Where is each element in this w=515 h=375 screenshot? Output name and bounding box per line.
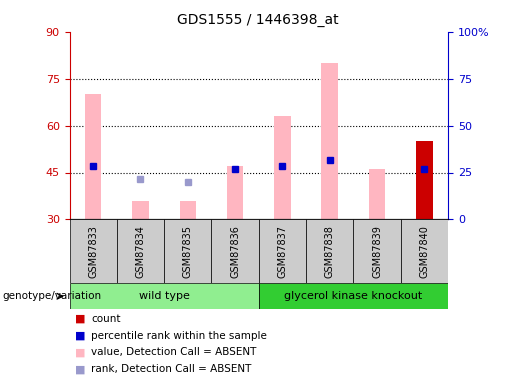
- Text: GSM87839: GSM87839: [372, 225, 382, 278]
- Bar: [353, 219, 401, 283]
- Text: glycerol kinase knockout: glycerol kinase knockout: [284, 291, 422, 301]
- Bar: [321, 63, 338, 219]
- Text: ■: ■: [75, 364, 85, 374]
- Text: GSM87833: GSM87833: [88, 225, 98, 278]
- Bar: [132, 201, 149, 219]
- Bar: [274, 116, 291, 219]
- Text: GSM87835: GSM87835: [183, 225, 193, 278]
- Text: ■: ■: [75, 314, 85, 324]
- Text: percentile rank within the sample: percentile rank within the sample: [91, 331, 267, 340]
- Text: ■: ■: [75, 348, 85, 357]
- Text: GSM87834: GSM87834: [135, 225, 146, 278]
- Text: GSM87836: GSM87836: [230, 225, 240, 278]
- Text: GSM87837: GSM87837: [278, 225, 287, 278]
- Bar: [180, 201, 196, 219]
- Bar: [401, 219, 448, 283]
- Bar: [259, 219, 306, 283]
- Bar: [212, 219, 259, 283]
- Bar: [85, 94, 101, 219]
- Text: GSM87838: GSM87838: [325, 225, 335, 278]
- Bar: [259, 283, 448, 309]
- Text: value, Detection Call = ABSENT: value, Detection Call = ABSENT: [91, 348, 256, 357]
- Bar: [369, 170, 385, 219]
- Bar: [70, 219, 117, 283]
- Bar: [164, 219, 212, 283]
- Bar: [227, 166, 244, 219]
- Bar: [416, 141, 433, 219]
- Bar: [70, 283, 259, 309]
- Text: wild type: wild type: [139, 291, 190, 301]
- Text: ■: ■: [75, 331, 85, 340]
- Bar: [117, 219, 164, 283]
- Bar: [306, 219, 353, 283]
- Text: GDS1555 / 1446398_at: GDS1555 / 1446398_at: [177, 13, 338, 27]
- Text: rank, Detection Call = ABSENT: rank, Detection Call = ABSENT: [91, 364, 251, 374]
- Text: genotype/variation: genotype/variation: [3, 291, 101, 301]
- Text: count: count: [91, 314, 121, 324]
- Text: GSM87840: GSM87840: [419, 225, 430, 278]
